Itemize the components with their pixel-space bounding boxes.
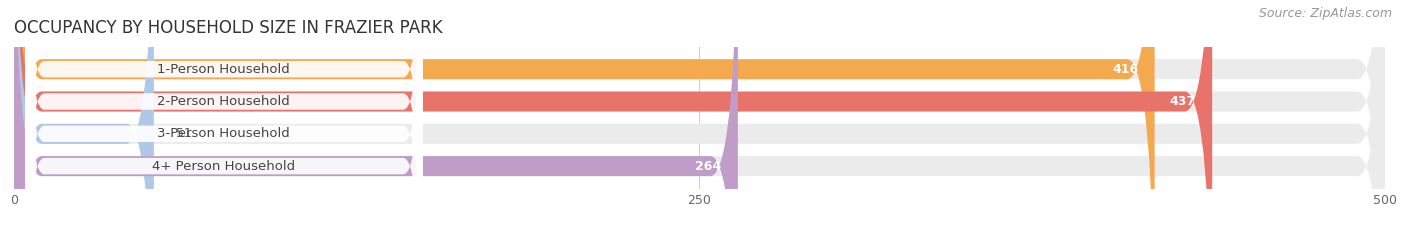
Text: 3-Person Household: 3-Person Household: [157, 127, 290, 140]
FancyBboxPatch shape: [14, 0, 153, 233]
Text: OCCUPANCY BY HOUSEHOLD SIZE IN FRAZIER PARK: OCCUPANCY BY HOUSEHOLD SIZE IN FRAZIER P…: [14, 19, 443, 37]
Text: 264: 264: [696, 160, 721, 173]
FancyBboxPatch shape: [14, 0, 1154, 233]
Text: 416: 416: [1112, 63, 1139, 76]
FancyBboxPatch shape: [25, 0, 423, 233]
Text: 51: 51: [176, 127, 191, 140]
Text: Source: ZipAtlas.com: Source: ZipAtlas.com: [1258, 7, 1392, 20]
FancyBboxPatch shape: [25, 0, 423, 233]
FancyBboxPatch shape: [14, 0, 738, 233]
Text: 2-Person Household: 2-Person Household: [157, 95, 290, 108]
Text: 437: 437: [1170, 95, 1195, 108]
FancyBboxPatch shape: [14, 0, 1385, 233]
Text: 4+ Person Household: 4+ Person Household: [152, 160, 295, 173]
FancyBboxPatch shape: [14, 0, 1212, 233]
FancyBboxPatch shape: [14, 0, 1385, 233]
Text: 1-Person Household: 1-Person Household: [157, 63, 290, 76]
FancyBboxPatch shape: [25, 0, 423, 233]
FancyBboxPatch shape: [14, 0, 1385, 233]
FancyBboxPatch shape: [14, 0, 1385, 233]
FancyBboxPatch shape: [25, 0, 423, 233]
